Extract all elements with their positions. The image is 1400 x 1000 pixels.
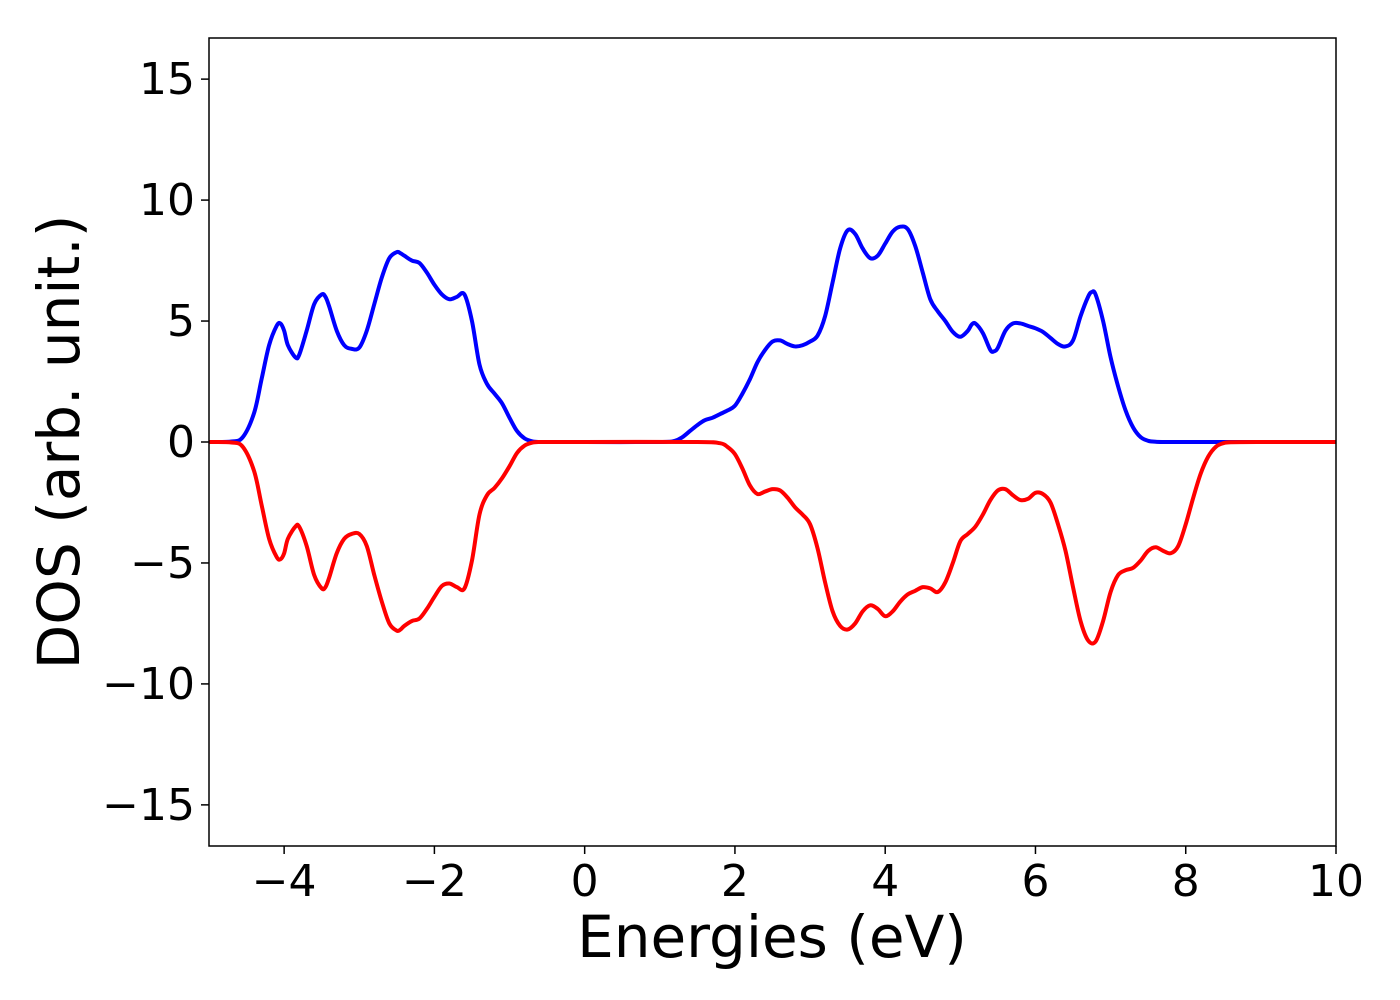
y-axis: 15 10 5 0 −5 −10 −15 — [102, 54, 209, 831]
plot-area — [209, 224, 1336, 646]
x-axis: −4 −2 0 2 4 6 8 10 — [252, 846, 1364, 907]
y-tick-label: 0 — [167, 417, 195, 468]
x-tick-label: 8 — [1172, 856, 1200, 907]
x-tick-label: −2 — [402, 856, 467, 907]
x-tick-label: 0 — [571, 856, 599, 907]
y-tick-label: 15 — [139, 54, 195, 105]
y-tick-label: −10 — [102, 659, 195, 710]
series-line-spin-up — [209, 224, 1336, 445]
y-tick-label: −15 — [102, 780, 195, 831]
y-axis-label: DOS (arb. unit.) — [25, 215, 93, 670]
series-line-spin-down — [209, 439, 1336, 646]
x-tick-label: 2 — [721, 856, 749, 907]
plot-frame — [208, 37, 1337, 847]
x-tick-label: −4 — [252, 856, 317, 907]
x-tick-label: 4 — [871, 856, 899, 907]
x-tick-label: 6 — [1021, 856, 1049, 907]
x-axis-label: Energies (eV) — [577, 903, 967, 971]
x-tick-label: 10 — [1308, 856, 1364, 907]
y-tick-label: 10 — [139, 175, 195, 226]
y-tick-label: 5 — [167, 296, 195, 347]
y-tick-label: −5 — [130, 538, 195, 589]
